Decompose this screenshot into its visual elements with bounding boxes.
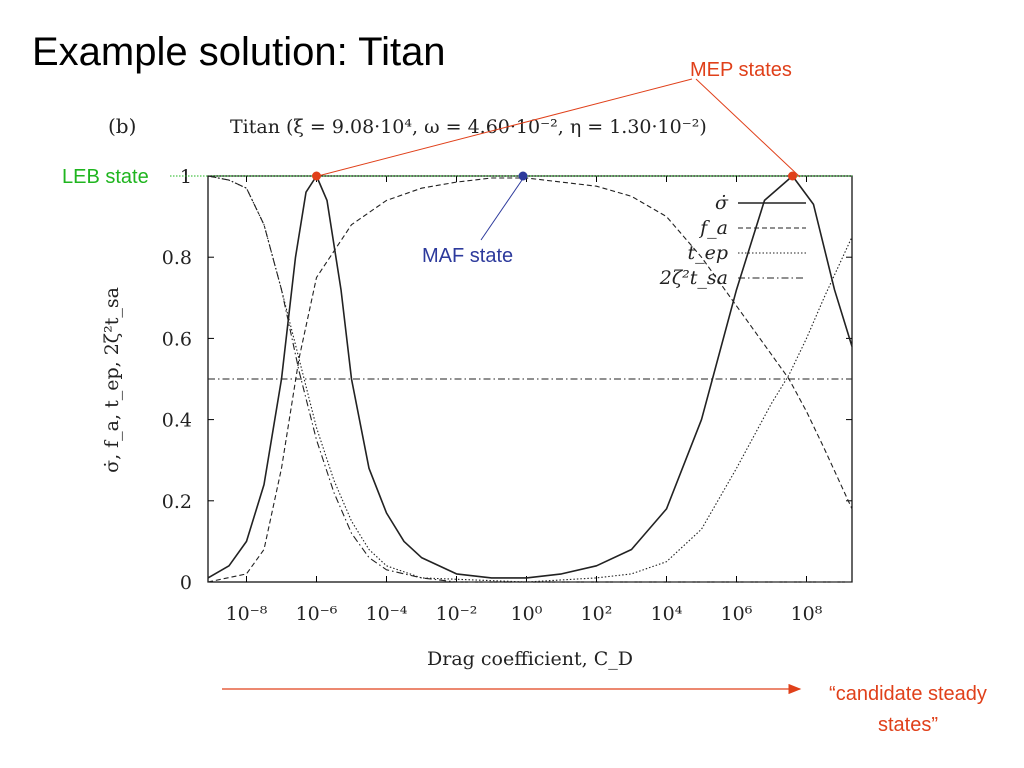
chart-title: Titan (ξ = 9.08·10⁴, ω = 4.60·10⁻², η = … [230,116,707,138]
y-tick-label: 0.4 [162,410,192,432]
y-tick-label: 1 [180,166,192,188]
candidate-steady-states-label-line2: states” [878,714,938,736]
candidate-steady-states-label-line1: “candidate steady [829,683,987,705]
y-tick-label: 0 [180,572,192,594]
mep-callout-line-left [313,78,693,178]
x-tick-label: 10⁶ [721,603,753,625]
x-tick-label: 10⁸ [791,603,823,625]
legend-label: f_a [698,217,728,239]
x-tick-label: 10² [581,603,613,625]
mep-states-label: MEP states [690,59,792,81]
y-tick-label: 0.6 [162,328,192,350]
maf-callout-line [480,179,523,241]
y-tick-label: 0.8 [162,247,192,269]
legend-label: σ̇ [715,192,729,214]
x-tick-label: 10⁻⁶ [296,603,338,625]
x-axis-label: Drag coefficient, C_D [427,648,633,670]
slide-title: Example solution: Titan [32,30,446,74]
maf-state-label: MAF state [422,245,513,267]
x-tick-label: 10⁻² [436,603,478,625]
series-line-0 [207,175,853,579]
mep-state-point-right [788,171,797,181]
y-axis-label: σ̇, f_a, t_ep, 2ζ²t_sa [101,287,123,473]
y-tick-label: 0.2 [162,491,192,513]
series-line-3 [207,175,852,583]
mep-callout-line-right [695,78,801,178]
maf-state-point [518,171,528,181]
x-tick-label: 10⁰ [511,603,543,625]
leb-state-label: LEB state [62,166,149,188]
x-tick-label: 10⁴ [651,603,683,625]
legend-label: t_ep [687,242,728,264]
chart-panel-label: (b) [108,114,136,138]
x-tick-label: 10⁻⁸ [226,603,268,625]
legend-label: 2ζ²t_sa [659,267,728,289]
x-tick-label: 10⁻⁴ [366,603,408,625]
mep-state-point-left [312,171,321,181]
